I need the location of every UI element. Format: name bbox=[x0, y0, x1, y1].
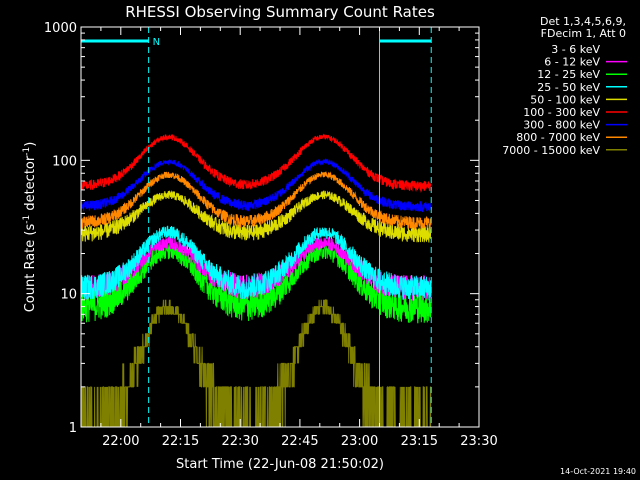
series-line-2 bbox=[80, 242, 432, 324]
legend-entry-label: 25 - 50 keV bbox=[537, 81, 600, 94]
legend-entry-label: 50 - 100 keV bbox=[530, 93, 600, 106]
x-axis-label: Start Time (22-Jun-08 21:50:02) bbox=[176, 457, 384, 472]
series-line-4 bbox=[80, 189, 432, 243]
legend-entry-label: 800 - 7000 keV bbox=[516, 131, 600, 144]
legend-entry-label: 100 - 300 keV bbox=[523, 106, 600, 119]
saa-label: N bbox=[153, 37, 160, 48]
legend-header-line: FDecim 1, Att 0 bbox=[541, 27, 626, 40]
y-axis-label: Count Rate (s-1 detector-1) bbox=[22, 142, 38, 313]
footer-timestamp: 14-Oct-2021 19:40 bbox=[560, 467, 636, 476]
x-tick-label: 22:45 bbox=[281, 434, 318, 449]
series-line-6 bbox=[80, 157, 432, 213]
legend-entry-label: 3 - 6 keV bbox=[551, 43, 600, 56]
x-tick-label: 23:00 bbox=[341, 434, 378, 449]
y-axis-label-main: Count Rate (s bbox=[23, 224, 38, 313]
axis-layer: 22:00 22:15 22:30 22:45 23:00 23:15 23:30 1 10 10… bbox=[44, 21, 498, 449]
y-axis-label-sup2: -1 bbox=[22, 147, 32, 156]
y-tick-label: 1 bbox=[69, 421, 77, 436]
chart-title: RHESSI Observing Summary Count Rates bbox=[125, 3, 435, 21]
legend: Det 1,3,4,5,6,9,FDecim 1, Att 0 3 - 6 keV… bbox=[502, 15, 627, 157]
y-tick-label: 10 bbox=[60, 288, 77, 303]
y-tick-label: 100 bbox=[52, 154, 77, 169]
x-tick-label: 23:30 bbox=[460, 434, 497, 449]
series-line-7 bbox=[80, 171, 432, 231]
x-tick-label: 23:15 bbox=[401, 434, 438, 449]
legend-entry-label: 6 - 12 keV bbox=[544, 56, 600, 69]
legend-entry-label: 300 - 800 keV bbox=[523, 119, 600, 132]
y-tick-label: 1000 bbox=[44, 21, 77, 36]
series-line-5 bbox=[80, 133, 432, 193]
legend-entry-label: 12 - 25 keV bbox=[537, 68, 600, 81]
y-axis-label-sup1: -1 bbox=[22, 215, 32, 224]
x-tick-label: 22:30 bbox=[221, 434, 258, 449]
legend-header-line: Det 1,3,4,5,6,9, bbox=[540, 15, 626, 28]
series-layer bbox=[80, 133, 432, 428]
y-axis-label-end: ) bbox=[23, 142, 38, 147]
x-tick-label: 22:15 bbox=[162, 434, 199, 449]
series-line-3 bbox=[80, 225, 432, 301]
y-axis-label-mid: detector bbox=[23, 155, 38, 215]
x-tick-label: 22:00 bbox=[102, 434, 139, 449]
legend-entry-label: 7000 - 15000 keV bbox=[502, 144, 600, 157]
